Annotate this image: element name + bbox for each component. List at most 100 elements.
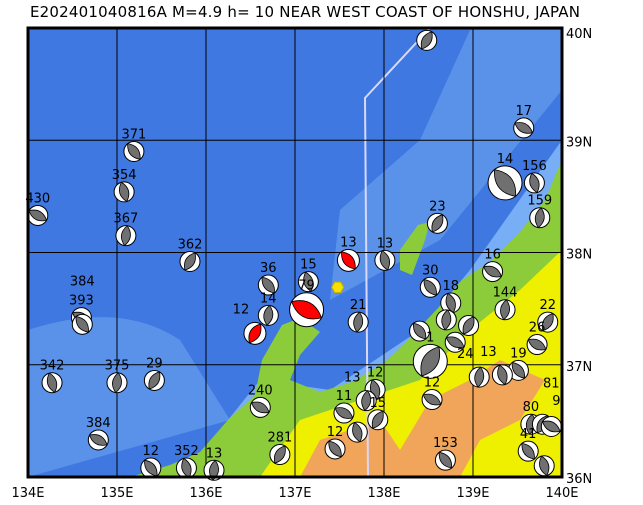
focal-mechanism-beachball[interactable]: [257, 304, 279, 326]
focal-mechanism-beachball[interactable]: [526, 334, 548, 356]
compression-quadrant: [412, 322, 427, 340]
focal-mechanism-beachball[interactable]: [289, 292, 325, 328]
longitude-label: 137E: [278, 486, 311, 501]
compression-quadrant: [534, 207, 545, 229]
event-label: 13: [344, 371, 361, 386]
focal-mechanism-beachball[interactable]: [517, 440, 539, 462]
focal-mechanism-beachball[interactable]: [482, 261, 504, 283]
focal-mechanism-beachball[interactable]: [468, 366, 490, 388]
focal-mechanism-beachball[interactable]: [494, 299, 516, 321]
compression-quadrant: [521, 442, 535, 460]
focal-mechanism-beachball[interactable]: [458, 314, 480, 336]
focal-mechanism-beachball[interactable]: [491, 364, 513, 386]
event-label: 81: [543, 376, 560, 391]
focal-mechanism-beachball[interactable]: [249, 396, 271, 418]
focal-mechanism-beachball[interactable]: [374, 249, 396, 271]
compression-quadrant: [334, 407, 354, 419]
focal-mechanism-beachball[interactable]: [106, 372, 128, 394]
events-layer: [27, 29, 562, 481]
focal-mechanism-beachball[interactable]: [175, 457, 197, 479]
event-label: 384: [70, 274, 95, 289]
focal-mechanism-beachball[interactable]: [115, 225, 137, 247]
focal-mechanism-beachball[interactable]: [113, 181, 135, 203]
focal-mechanism-beachball[interactable]: [336, 248, 360, 272]
focal-mechanism-beachball[interactable]: [140, 457, 162, 479]
focal-mechanism-beachball[interactable]: [203, 459, 225, 481]
focal-mechanism-beachball[interactable]: [324, 438, 346, 460]
compression-quadrant: [303, 271, 314, 292]
event-labels-layer: 430 371 354 367 362 393 384 342 375 29 384 12 352 13 2…: [25, 104, 560, 461]
focal-mechanism-beachball[interactable]: [435, 309, 457, 331]
event-label: 24: [457, 347, 474, 362]
compression-quadrant: [352, 421, 363, 443]
event-label: 36: [260, 261, 277, 276]
event-label: 13: [340, 235, 357, 250]
event-label: 41: [520, 427, 537, 442]
focal-mechanism-beachball[interactable]: [487, 165, 523, 201]
focal-mechanism-beachball[interactable]: [71, 313, 93, 335]
focal-mechanism-beachball[interactable]: [540, 415, 562, 437]
focal-mechanism-beachball[interactable]: [346, 421, 368, 443]
event-label: 159: [527, 194, 552, 209]
event-label: 22: [539, 298, 556, 313]
compression-quadrant: [273, 445, 286, 464]
focal-mechanism-beachball[interactable]: [533, 455, 555, 477]
focal-mechanism-beachball[interactable]: [87, 429, 109, 451]
event-label: 375: [105, 359, 130, 374]
event-label: 29: [146, 356, 163, 371]
compression-quadrant: [127, 143, 141, 160]
event-label: 384: [86, 416, 111, 431]
compression-quadrant: [483, 265, 502, 278]
event-label: 26: [529, 321, 546, 336]
focal-mechanism-beachball[interactable]: [123, 140, 145, 162]
focal-mechanism-beachball[interactable]: [243, 321, 267, 345]
event-label: 23: [429, 199, 446, 214]
map-frame: [26, 26, 564, 479]
focal-mechanism-beachball[interactable]: [444, 331, 466, 353]
focal-mechanism-beachball[interactable]: [367, 409, 389, 431]
sado-island: [400, 222, 430, 275]
focal-mechanism-beachball[interactable]: [355, 390, 377, 412]
focal-mechanism-beachball[interactable]: [409, 320, 431, 342]
focal-mechanism-beachball[interactable]: [179, 250, 201, 272]
compression-quadrant: [542, 420, 561, 433]
compression-quadrant: [248, 323, 262, 344]
event-label: 17: [515, 104, 532, 119]
focal-mechanism-beachball[interactable]: [529, 207, 551, 229]
focal-mechanism-beachball[interactable]: [523, 172, 545, 194]
compression-quadrant: [118, 181, 130, 203]
focal-mechanism-beachball[interactable]: [426, 212, 448, 234]
focal-mechanism-beachball[interactable]: [333, 402, 355, 424]
compression-quadrant: [422, 393, 442, 406]
focal-mechanism-beachball[interactable]: [416, 29, 438, 51]
compression-quadrant: [438, 451, 453, 469]
longitude-label: 135E: [100, 486, 133, 501]
event-label: 12: [367, 365, 384, 380]
compression-quadrant: [112, 372, 122, 394]
latitude-label: 36N: [566, 472, 592, 487]
focal-mechanism-beachball[interactable]: [347, 311, 369, 333]
focal-mechanism-beachball[interactable]: [27, 204, 49, 226]
focal-mechanism-beachball[interactable]: [434, 449, 456, 471]
event-label: 15: [369, 396, 386, 411]
event-label: 12: [327, 425, 344, 440]
event-label: 13: [480, 345, 497, 360]
focal-mechanism-beachball[interactable]: [513, 117, 535, 139]
focal-mechanism-beachball[interactable]: [412, 343, 448, 379]
focal-mechanism-beachball[interactable]: [507, 359, 529, 381]
compression-quadrant: [511, 362, 526, 379]
focal-mechanism-beachball[interactable]: [537, 311, 559, 333]
focal-mechanism-beachball[interactable]: [297, 271, 319, 293]
focal-mechanism-beachball[interactable]: [269, 444, 291, 466]
compression-quadrant: [291, 300, 323, 320]
event-label: 240: [248, 383, 273, 398]
focal-mechanism-beachball[interactable]: [419, 276, 441, 298]
event-label: 9: [552, 394, 560, 409]
focal-mechanism-beachball[interactable]: [257, 274, 279, 296]
event-label: 19: [510, 346, 527, 361]
focal-mechanism-beachball[interactable]: [41, 372, 63, 394]
compression-quadrant: [497, 364, 508, 386]
focal-mechanism-beachball[interactable]: [143, 369, 165, 391]
focal-mechanism-beachball[interactable]: [421, 389, 443, 411]
